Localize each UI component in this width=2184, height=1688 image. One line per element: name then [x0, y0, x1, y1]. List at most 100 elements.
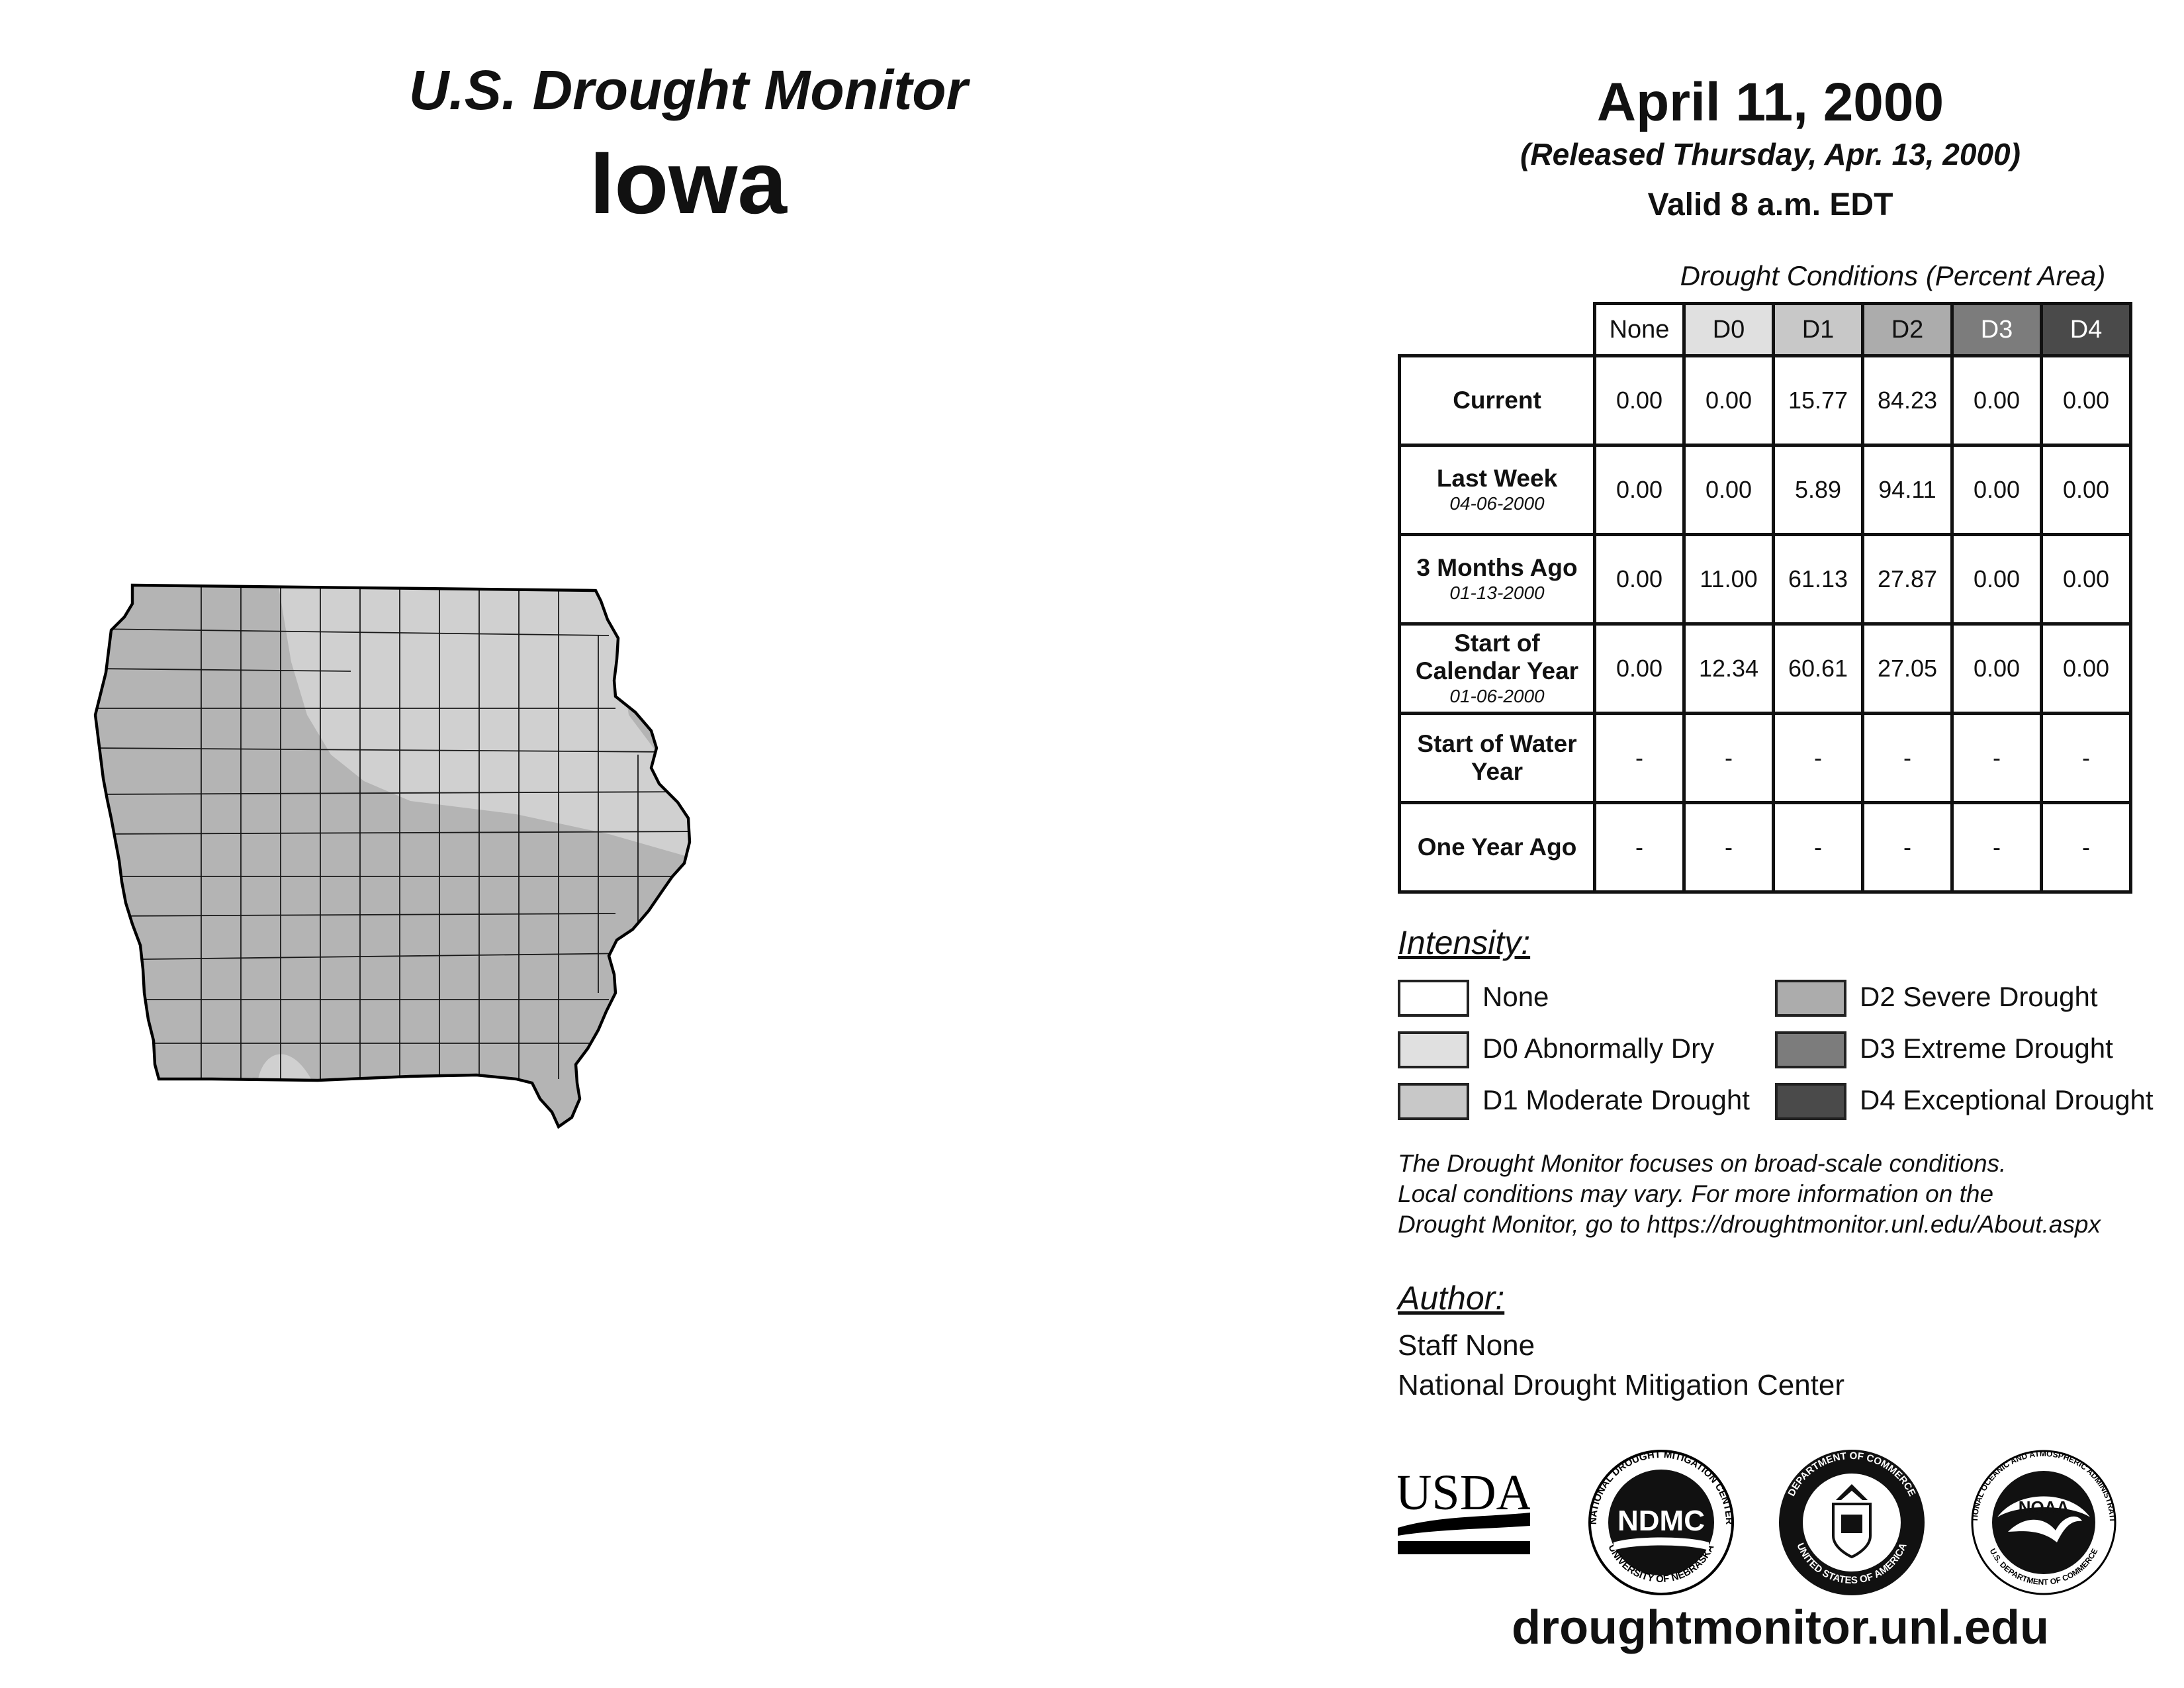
author-title: Author:: [1398, 1280, 1505, 1317]
table-corner: [1400, 304, 1595, 356]
col-header-d3: D3: [1950, 302, 2043, 357]
table-cell: 61.13: [1772, 533, 1864, 626]
legend-label: None: [1482, 981, 1549, 1012]
table-header-row: None D0 D1 D2 D3 D4: [1400, 302, 2132, 357]
legend-label: D2 Severe Drought: [1860, 981, 2098, 1012]
legend-label: D0 Abnormally Dry: [1482, 1033, 1715, 1064]
row-label: 3 Months Ago 01-13-2000: [1398, 533, 1596, 626]
table-row: Last Week 04-06-2000 0.00 0.00 5.89 94.11…: [1398, 444, 2132, 536]
noaa-logo: NATIONAL OCEANIC AND ATMOSPHERIC ADMINIS…: [1964, 1443, 2117, 1595]
table-cell: -: [1682, 712, 1775, 804]
legend-label: D1 Moderate Drought: [1482, 1084, 1750, 1115]
table-cell: 0.00: [1950, 444, 2043, 536]
table-row: Current 0.00 0.00 15.77 84.23 0.00 0.00: [1398, 354, 2132, 447]
county-boundaries: [95, 585, 690, 1079]
table-cell: 5.89: [1772, 444, 1864, 536]
table-row: Start of Calendar Year 01-06-2000 0.00 12…: [1398, 622, 2132, 715]
ndmc-logo-text: NDMC: [1617, 1505, 1705, 1537]
disclaimer-note: The Drought Monitor focuses on broad-sca…: [1398, 1149, 2184, 1240]
noaa-logo-text: NOAA: [2019, 1497, 2070, 1517]
row-date: 01-06-2000: [1449, 686, 1545, 706]
table-cell: 0.00: [2040, 354, 2132, 447]
table-cell: -: [2040, 801, 2132, 894]
table-row: Start of Water Year - - - - - -: [1398, 712, 2132, 804]
table-cell: -: [1861, 712, 1954, 804]
map-date: April 11, 2000: [1596, 72, 1944, 132]
table-cell: -: [1950, 712, 2043, 804]
table-cell: 0.00: [1950, 354, 2043, 447]
table-cell: 0.00: [1682, 444, 1775, 536]
table-cell: 12.34: [1682, 622, 1775, 715]
table-cell: -: [1861, 801, 1954, 894]
note-line: The Drought Monitor focuses on broad-sca…: [1398, 1150, 2007, 1177]
d1-moderate-drought-south-region: [258, 1054, 311, 1079]
table-cell: 0.00: [2040, 444, 2132, 536]
author-name: Staff None: [1398, 1329, 1535, 1362]
legend-swatch: [1398, 1083, 1469, 1120]
table-cell: 0.00: [1682, 354, 1775, 447]
ndmc-logo: NATIONAL DROUGHT MITIGATION CENTER UNIVE…: [1588, 1449, 1735, 1595]
table-cell: 0.00: [1950, 622, 2043, 715]
note-line: Drought Monitor, go to https://droughtmo…: [1398, 1211, 2101, 1238]
row-date: 04-06-2000: [1449, 493, 1545, 514]
row-title: Start of Calendar Year: [1415, 630, 1579, 684]
table-cell: 27.05: [1861, 622, 1954, 715]
table-cell: 60.61: [1772, 622, 1864, 715]
table-cell: 84.23: [1861, 354, 1954, 447]
table-cell: 0.00: [1593, 444, 1686, 536]
state-title: Iowa: [590, 134, 787, 232]
legend-label: D4 Exceptional Drought: [1860, 1084, 2154, 1115]
legend-swatch: [1775, 980, 1846, 1017]
table-cell: 0.00: [2040, 622, 2132, 715]
table-cell: 0.00: [1593, 533, 1686, 626]
iowa-drought-map: [79, 556, 1297, 1364]
legend-title: Intensity:: [1398, 924, 1531, 961]
drought-conditions-table: None D0 D1 D2 D3 D4 Current 0.00 0.00 15…: [1398, 302, 2132, 894]
row-label: One Year Ago: [1398, 801, 1596, 894]
table-cell: -: [2040, 712, 2132, 804]
table-cell: -: [1772, 801, 1864, 894]
col-header-d2: D2: [1861, 302, 1954, 357]
table-cell: 0.00: [1593, 622, 1686, 715]
legend-swatch: [1398, 1031, 1469, 1068]
legend-swatch: [1775, 1031, 1846, 1068]
legend-swatch: [1398, 980, 1469, 1017]
col-header-d1: D1: [1772, 302, 1864, 357]
table-cell: -: [1593, 712, 1686, 804]
table-cell: -: [1682, 801, 1775, 894]
table-cell: -: [1950, 801, 2043, 894]
d1-moderate-drought-region: [278, 585, 690, 861]
table-cell: 94.11: [1861, 444, 1954, 536]
table-cell: -: [1593, 801, 1686, 894]
row-title: Start of Water Year: [1417, 730, 1577, 785]
row-title: 3 Months Ago: [1416, 554, 1578, 581]
map-subtitle: U.S. Drought Monitor: [408, 59, 968, 121]
row-label: Last Week 04-06-2000: [1398, 444, 1596, 536]
note-line: Local conditions may vary. For more info…: [1398, 1180, 1994, 1207]
footer-url: droughtmonitor.unl.edu: [1512, 1601, 2049, 1654]
row-label: Current: [1398, 354, 1596, 447]
row-title: One Year Ago: [1417, 833, 1577, 861]
table-cell: -: [1772, 712, 1864, 804]
legend-swatch: [1775, 1083, 1846, 1120]
row-date: 01-13-2000: [1449, 583, 1545, 603]
usda-logo: USDA: [1398, 1465, 1530, 1554]
legend-label: D3 Extreme Drought: [1860, 1033, 2113, 1064]
release-date: (Released Thursday, Apr. 13, 2000): [1520, 137, 2021, 171]
table-cell: 11.00: [1682, 533, 1775, 626]
table-row: One Year Ago - - - - - -: [1398, 801, 2132, 894]
row-title: Last Week: [1436, 465, 1558, 492]
row-label: Start of Water Year: [1398, 712, 1596, 804]
valid-time: Valid 8 a.m. EDT: [1647, 187, 1893, 222]
author-org: National Drought Mitigation Center: [1398, 1369, 1845, 1401]
row-title: Current: [1453, 387, 1541, 414]
table-row: 3 Months Ago 01-13-2000 0.00 11.00 61.13 …: [1398, 533, 2132, 626]
table-cell: 0.00: [1950, 533, 2043, 626]
table-cell: 0.00: [2040, 533, 2132, 626]
table-cell: 0.00: [1593, 354, 1686, 447]
table-caption: Drought Conditions (Percent Area): [1680, 260, 2106, 291]
table-cell: 15.77: [1772, 354, 1864, 447]
usda-logo-text: USDA: [1398, 1465, 1530, 1521]
col-header-d0: D0: [1682, 302, 1775, 357]
row-label: Start of Calendar Year 01-06-2000: [1398, 622, 1596, 715]
